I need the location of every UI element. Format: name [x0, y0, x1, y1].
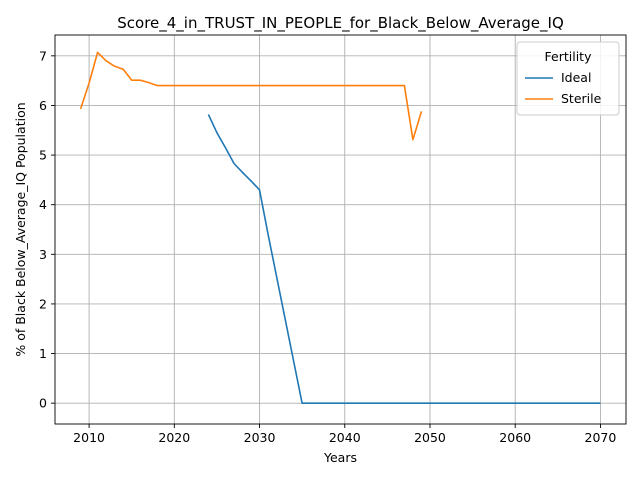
series-line-ideal [207, 114, 601, 405]
y-tick-label: 4 [39, 197, 47, 212]
legend-box [516, 41, 620, 116]
chart-title: Score_4_in_TRUST_IN_PEOPLE_for_Black_Bel… [117, 14, 564, 33]
y-tick-label: 1 [39, 346, 47, 361]
y-tick-label: 6 [39, 98, 47, 113]
x-tick-label: 2020 [158, 430, 190, 445]
x-axis-label: Years [323, 450, 357, 465]
legend-label-ideal: Ideal [561, 70, 591, 85]
y-tick-label: 5 [39, 148, 47, 163]
plot-frame [54, 34, 627, 425]
y-tick-label: 0 [39, 396, 47, 411]
x-axis-ticks: 2010 2020 2030 2040 2050 2060 2070 [73, 424, 616, 445]
legend-title: Fertility [545, 49, 593, 64]
series-line-sterile [79, 51, 423, 141]
grid-lines [55, 35, 626, 424]
y-axis-ticks: 0 1 2 3 4 5 6 7 [39, 48, 55, 411]
y-axis-label: % of Black Below_Average_IQ Population [13, 102, 28, 356]
y-tick-label: 7 [39, 48, 47, 63]
x-tick-label: 2070 [585, 430, 617, 445]
y-tick-label: 2 [39, 296, 47, 311]
legend: Fertility Ideal Sterile [516, 41, 620, 116]
x-tick-label: 2040 [329, 430, 361, 445]
x-tick-label: 2060 [499, 430, 531, 445]
x-tick-label: 2030 [244, 430, 276, 445]
x-tick-label: 2050 [414, 430, 446, 445]
series-lines [79, 51, 601, 405]
y-tick-label: 3 [39, 247, 47, 262]
x-tick-label: 2010 [73, 430, 105, 445]
legend-label-sterile: Sterile [561, 91, 602, 106]
